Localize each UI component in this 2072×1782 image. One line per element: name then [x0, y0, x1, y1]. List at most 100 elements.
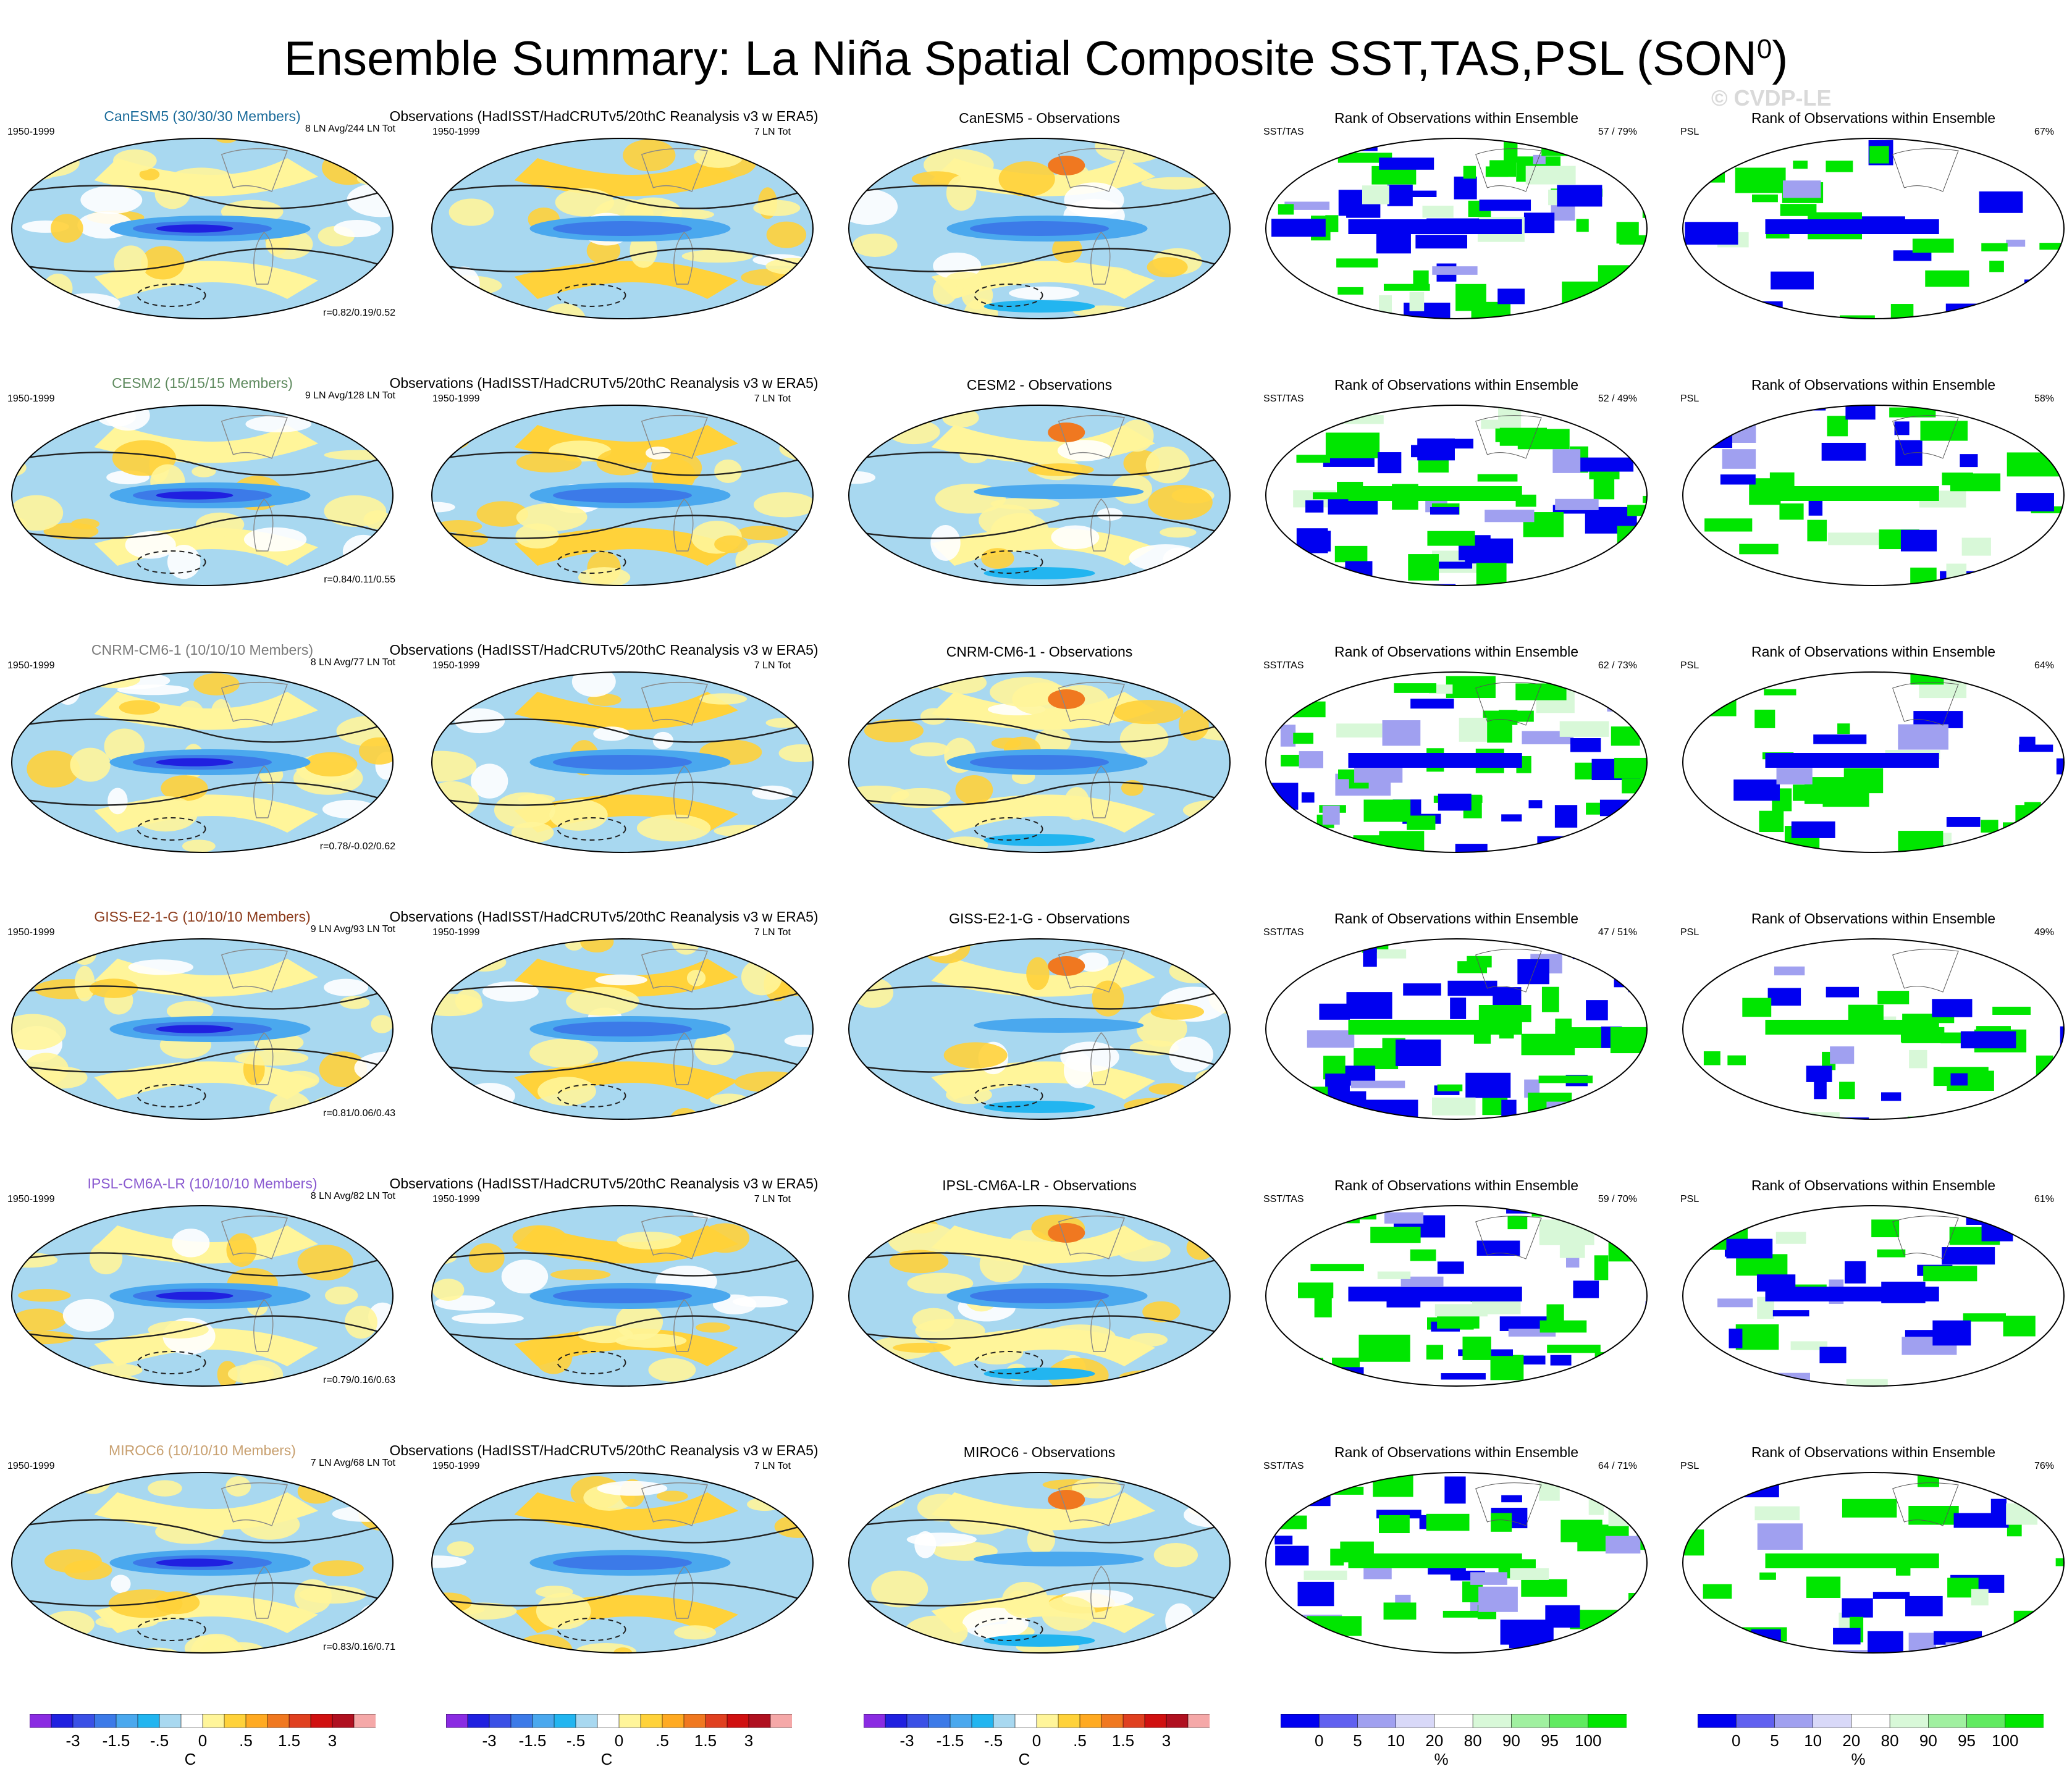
- variable-tag: PSL: [1680, 393, 1699, 404]
- colorbar-swatch: [640, 1713, 663, 1728]
- colorbar-swatch: [1966, 1713, 2006, 1728]
- colorbar-swatch: [1187, 1713, 1210, 1728]
- colorbar-swatch: [51, 1713, 74, 1728]
- rank-panel-title: Rank of Observations within Ensemble: [1751, 377, 1996, 393]
- colorbar-tick-label: 95: [1958, 1731, 1976, 1750]
- colorbar-unit-label: C: [184, 1750, 196, 1768]
- model-panel-title: MIROC6 (10/10/10 Members): [109, 1442, 296, 1458]
- variable-tag: SST/TAS: [1263, 1461, 1304, 1471]
- colorbar-swatch: [288, 1713, 311, 1728]
- colorbar-swatch: [705, 1713, 728, 1728]
- variable-tag: SST/TAS: [1263, 660, 1304, 671]
- temp-map: [9, 403, 395, 588]
- rank-panel-title: Rank of Observations within Ensemble: [1751, 644, 1996, 660]
- rank-psl-map: [1680, 136, 2066, 321]
- colorbar-swatch: [2005, 1713, 2044, 1728]
- colorbar-tick-label: 90: [1502, 1731, 1520, 1750]
- colorbar-unit-label: C: [1018, 1750, 1030, 1768]
- temperature-colorbar-model: -3 -1.5 -.5 0 .5 1.5 3 C: [29, 1713, 376, 1782]
- colorbar-tick-label: 90: [1919, 1731, 1937, 1750]
- difference-panel-title: MIROC6 - Observations: [963, 1444, 1116, 1460]
- colorbar-tick-label: -3: [482, 1731, 497, 1750]
- difference-panel-title: CNRM-CM6-1 - Observations: [946, 644, 1133, 660]
- rank-percent-label: 64%: [2034, 660, 2054, 671]
- colorbar-swatch: [683, 1713, 706, 1728]
- variable-tag: PSL: [1680, 1461, 1699, 1471]
- model-panel-title: CNRM-CM6-1 (10/10/10 Members): [91, 642, 314, 658]
- colorbar-tick-label: 3: [327, 1731, 337, 1750]
- obs-map: [429, 1203, 815, 1389]
- colorbar-swatch: [1549, 1713, 1589, 1728]
- period-label: 1950-1999: [432, 393, 480, 404]
- colorbar-swatch: [1889, 1713, 1929, 1728]
- colorbar-swatch: [1318, 1713, 1358, 1728]
- rank-percent-label: 62 / 73%: [1598, 660, 1637, 671]
- colorbar-swatch: [353, 1713, 376, 1728]
- rank-psl-map: [1680, 1470, 2066, 1655]
- difference-panel-title: CESM2 - Observations: [966, 377, 1113, 393]
- colorbar-swatch: [1122, 1713, 1145, 1728]
- colorbar-tick-label: 3: [744, 1731, 754, 1750]
- difference-panel-title: GISS-E2-1-G - Observations: [949, 910, 1130, 927]
- colorbar-swatch: [906, 1713, 929, 1728]
- colorbar-swatch: [1511, 1713, 1551, 1728]
- diff-map: [846, 1470, 1232, 1655]
- ln-count-label: 8 LN Avg/244 LN Tot: [305, 124, 395, 134]
- colorbar-swatch: [489, 1713, 512, 1728]
- temp-map: [9, 670, 395, 855]
- colorbar-tick-label: -.5: [566, 1731, 586, 1750]
- pattern-correlation-label: r=0.78/-0.02/0.62: [319, 841, 395, 852]
- variable-tag: SST/TAS: [1263, 393, 1304, 404]
- colorbar-unit-label: %: [1434, 1750, 1449, 1768]
- colorbar-swatch: [72, 1713, 95, 1728]
- period-label: 1950-1999: [7, 927, 55, 938]
- observations-panel-title: Observations (HadISST/HadCRUTv5/20thC Re…: [389, 108, 819, 124]
- model-panel-title: IPSL-CM6A-LR (10/10/10 Members): [87, 1175, 318, 1192]
- colorbar-swatch: [1357, 1713, 1397, 1728]
- colorbar-swatch: [1472, 1713, 1512, 1728]
- colorbar-swatch: [662, 1713, 684, 1728]
- ln-count-label: 7 LN Tot: [754, 660, 791, 671]
- colorbar-swatch: [224, 1713, 246, 1728]
- rank-sst-map: [1263, 670, 1649, 855]
- colorbar-swatch: [1851, 1713, 1890, 1728]
- temperature-colorbar-model-swatches: [29, 1713, 376, 1728]
- variable-tag: PSL: [1680, 1194, 1699, 1204]
- colorbar-swatch: [885, 1713, 908, 1728]
- colorbar-tick-label: 10: [1804, 1731, 1822, 1750]
- colorbar-swatch: [1697, 1713, 1737, 1728]
- temperature-colorbar-diff: -3 -1.5 -.5 0 .5 1.5 3 C: [863, 1713, 1210, 1782]
- colorbar-swatch: [770, 1713, 793, 1728]
- obs-map: [429, 136, 815, 321]
- variable-tag: PSL: [1680, 927, 1699, 938]
- ln-count-label: 8 LN Avg/77 LN Tot: [310, 657, 395, 668]
- rank-colorbar-sst-swatches: [1280, 1713, 1627, 1728]
- diff-map: [846, 1203, 1232, 1389]
- diff-map: [846, 670, 1232, 855]
- variable-tag: SST/TAS: [1263, 927, 1304, 938]
- model-panel-title: CESM2 (15/15/15 Members): [112, 375, 293, 391]
- rank-sst-map: [1263, 936, 1649, 1122]
- colorbar-swatch: [29, 1713, 52, 1728]
- rank-percent-label: 64 / 71%: [1598, 1461, 1637, 1471]
- colorbar-swatch: [180, 1713, 203, 1728]
- rank-sst-map: [1263, 136, 1649, 321]
- diff-map: [846, 936, 1232, 1122]
- rank-panel-title: Rank of Observations within Ensemble: [1751, 1177, 1996, 1193]
- rank-percent-label: 57 / 79%: [1598, 127, 1637, 137]
- rank-percent-label: 47 / 51%: [1598, 927, 1637, 938]
- diff-map: [846, 136, 1232, 321]
- temp-map: [9, 1470, 395, 1655]
- colorbar-swatch: [1144, 1713, 1167, 1728]
- colorbar-tick-label: 0: [1314, 1731, 1324, 1750]
- period-label: 1950-1999: [7, 1461, 55, 1471]
- colorbar-tick-label: -1.5: [936, 1731, 964, 1750]
- variable-tag: PSL: [1680, 127, 1699, 137]
- rank-sst-map: [1263, 1203, 1649, 1389]
- rank-psl-map: [1680, 1203, 2066, 1389]
- ln-count-label: 7 LN Tot: [754, 1194, 791, 1204]
- colorbar-swatch: [554, 1713, 576, 1728]
- rank-colorbar-psl-swatches: [1697, 1713, 2044, 1728]
- variable-tag: SST/TAS: [1263, 1194, 1304, 1204]
- colorbar-tick-label: 80: [1463, 1731, 1482, 1750]
